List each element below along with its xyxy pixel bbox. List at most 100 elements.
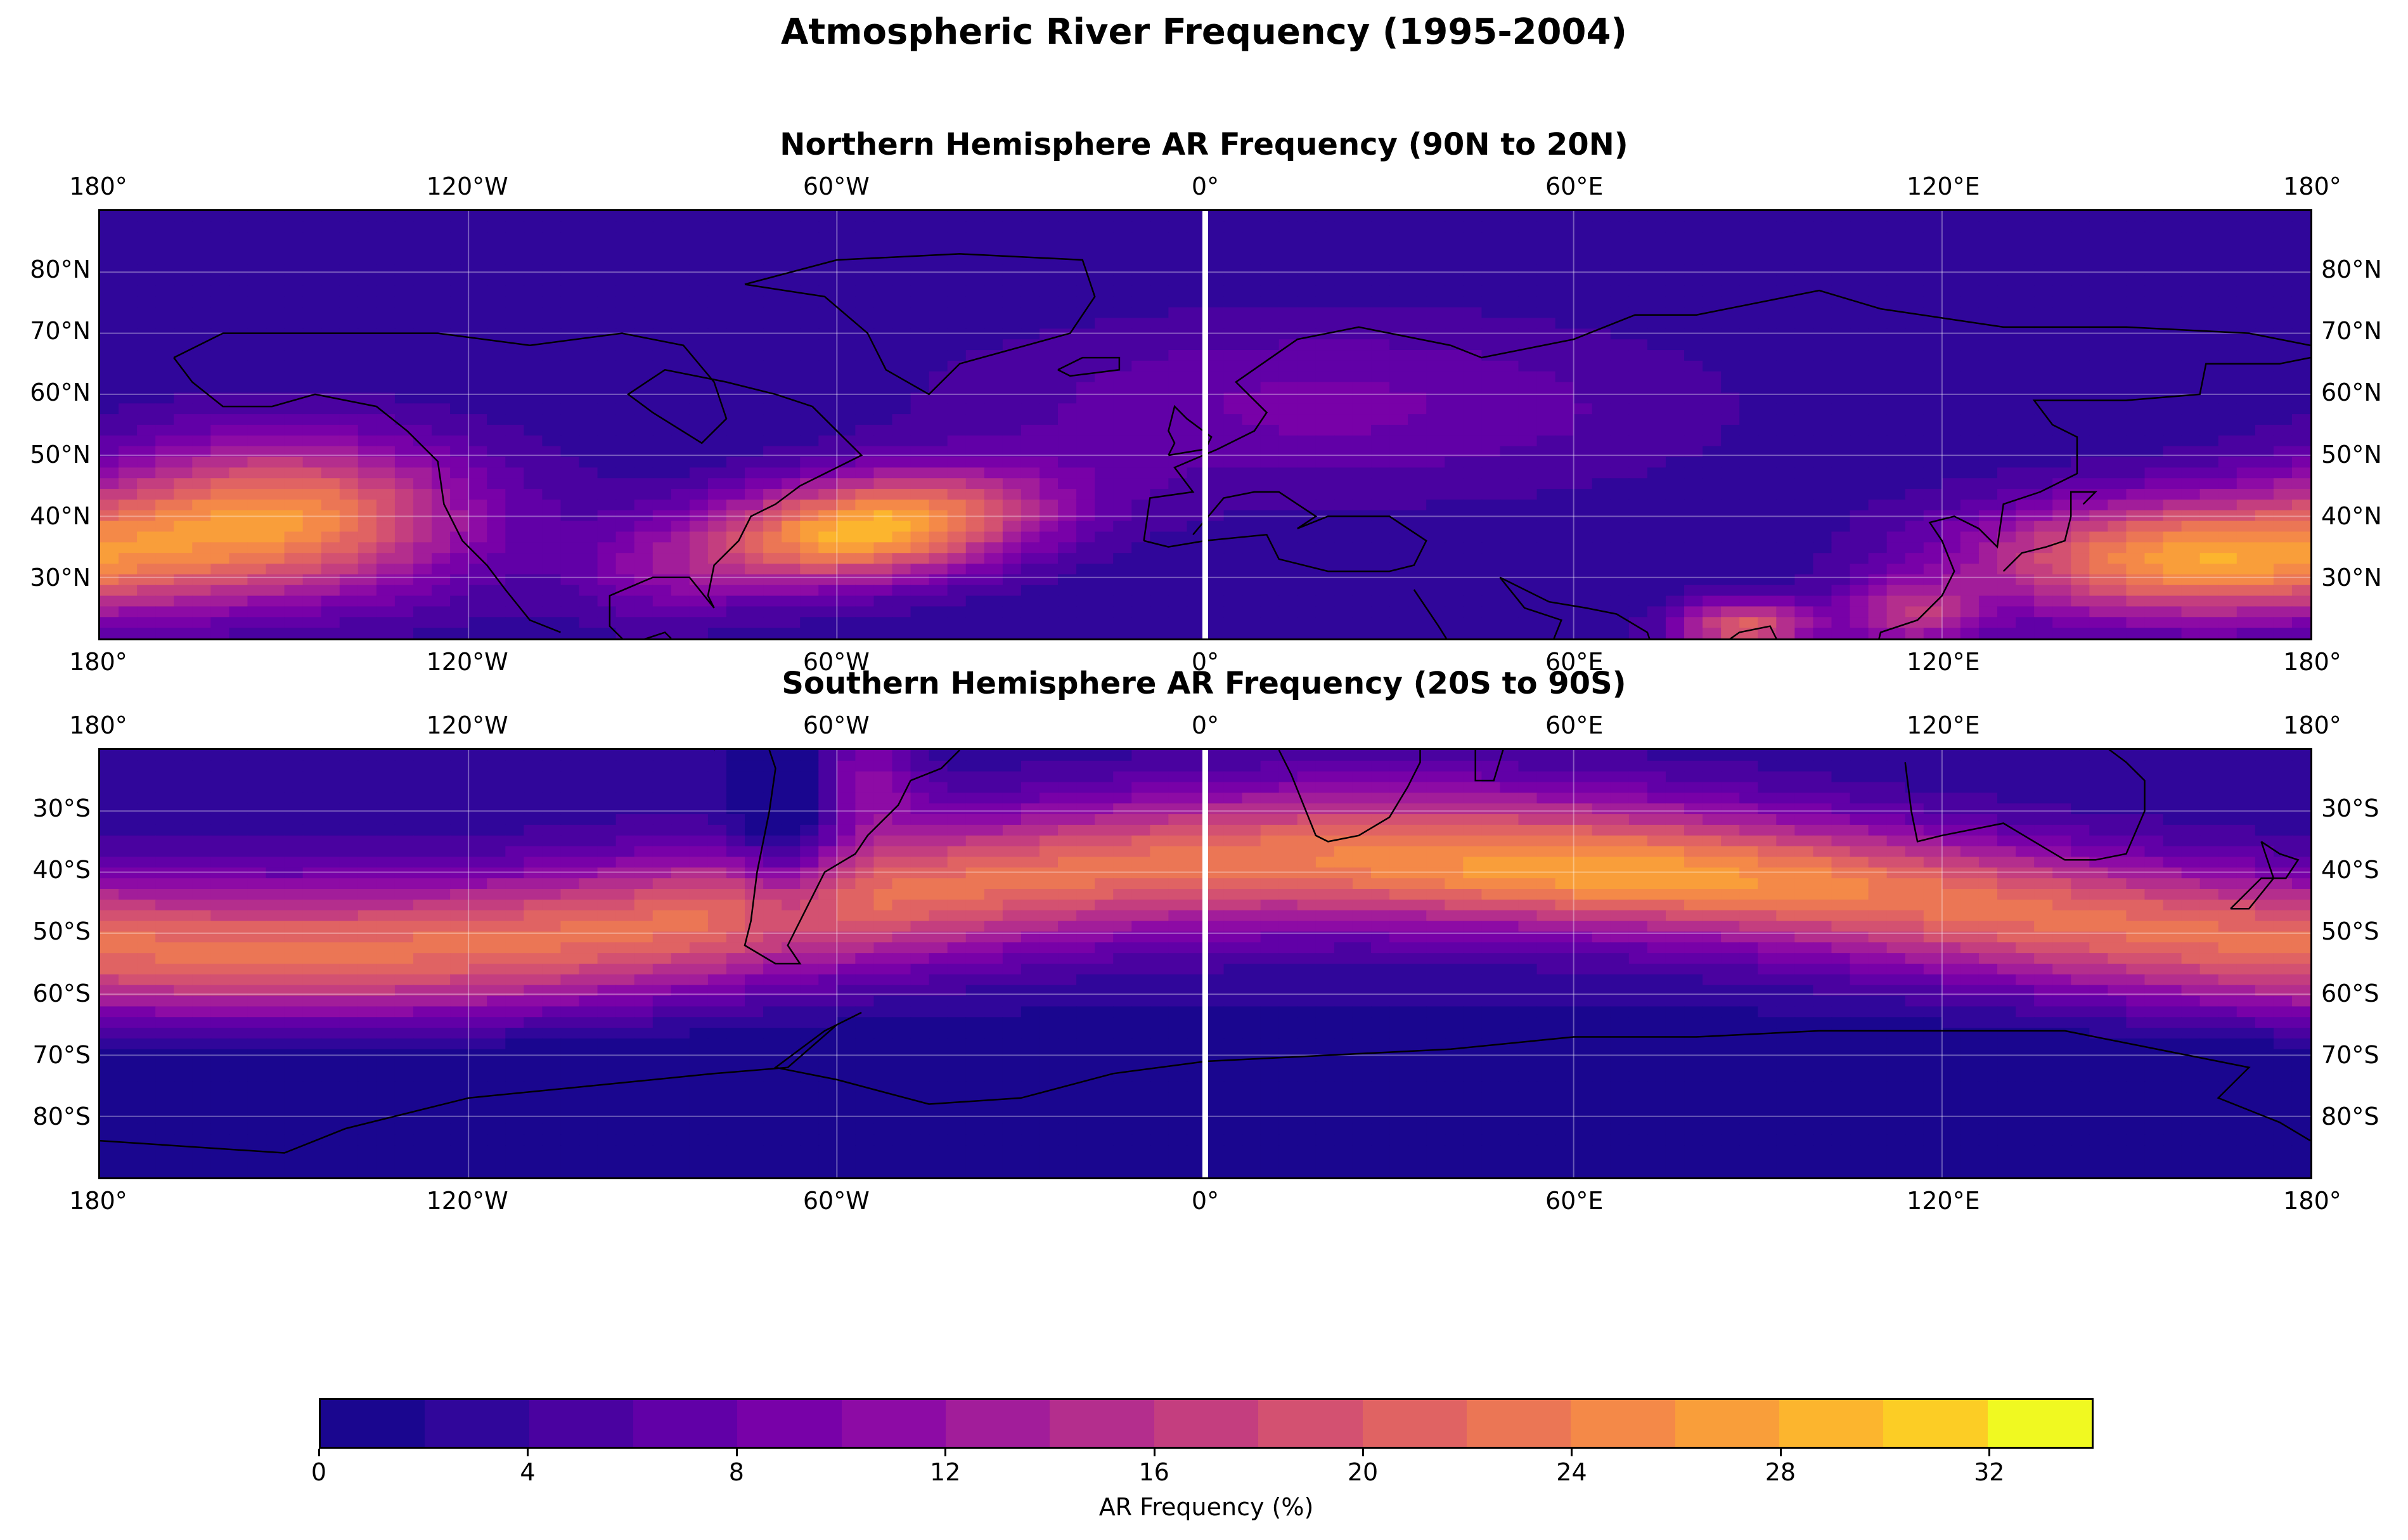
heatmap-cell <box>1223 275 1243 287</box>
heatmap-cell <box>1941 489 1961 500</box>
heatmap-cell <box>1113 328 1133 340</box>
heatmap-cell <box>266 371 285 383</box>
heatmap-cell <box>615 750 635 761</box>
heatmap-cell <box>2273 350 2293 361</box>
heatmap-cell <box>2291 542 2310 553</box>
heatmap-cell <box>1481 360 1501 372</box>
heatmap-cell <box>394 285 414 297</box>
heatmap-cell <box>1113 435 1133 447</box>
heatmap-cell <box>634 585 654 597</box>
heatmap-cell <box>855 750 875 761</box>
heatmap-cell <box>947 264 967 276</box>
heatmap-cell <box>1445 221 1464 233</box>
heatmap-cell <box>1739 606 1759 618</box>
heatmap-cell <box>1095 489 1114 500</box>
heatmap-cell <box>1850 499 1869 511</box>
heatmap-cell <box>837 564 856 575</box>
heatmap-cell <box>2052 275 2072 287</box>
heatmap-cell <box>1868 478 1888 489</box>
heatmap-cell <box>1721 275 1740 287</box>
heatmap-cell <box>229 531 248 543</box>
heatmap-cell <box>1352 392 1372 404</box>
heatmap-cell <box>450 392 469 404</box>
heatmap-cell <box>1113 478 1133 489</box>
heatmap-cell <box>2163 243 2182 255</box>
heatmap-cell <box>2236 510 2256 522</box>
heatmap-cell <box>1131 243 1151 255</box>
heatmap-cell <box>450 328 469 340</box>
heatmap-cell <box>1315 456 1335 469</box>
heatmap-cell <box>1481 243 1501 255</box>
heatmap-cell <box>2181 318 2201 330</box>
lon-tick-bottom: 60°E <box>1545 1187 1604 1215</box>
heatmap-cell <box>1831 414 1851 425</box>
heatmap-cell <box>2218 585 2237 597</box>
heatmap-cell <box>1850 595 1869 607</box>
heatmap-cell <box>560 531 580 543</box>
heatmap-cell <box>1278 296 1298 308</box>
heatmap-cell <box>1628 510 1648 522</box>
heatmap-cell <box>1389 221 1408 233</box>
heatmap-cell <box>1776 574 1796 586</box>
heatmap-cell <box>652 275 672 287</box>
heatmap-cell <box>1665 339 1685 351</box>
heatmap-cell <box>119 628 138 638</box>
lat-tick-right: 80°S <box>2321 1102 2379 1130</box>
heatmap-cell <box>302 307 322 319</box>
heatmap-cell <box>1481 478 1501 489</box>
heatmap-cell <box>247 467 267 479</box>
lat-tick-left: 70°N <box>30 317 91 346</box>
heatmap-cell <box>155 628 175 638</box>
heatmap-cell <box>1278 425 1298 436</box>
heatmap-cell <box>357 307 377 319</box>
heatmap-cell <box>1039 628 1059 638</box>
heatmap-cell <box>1463 254 1483 266</box>
heatmap-cell <box>1997 211 2016 223</box>
heatmap-cell <box>1242 318 1261 330</box>
heatmap-cell <box>1536 254 1556 266</box>
heatmap-cell <box>910 339 930 351</box>
heatmap-cell <box>1978 414 1998 425</box>
heatmap-cell <box>671 510 690 522</box>
heatmap-cell <box>1721 564 1740 575</box>
heatmap-cell <box>2236 553 2256 564</box>
heatmap-cell <box>2181 275 2201 287</box>
heatmap-cell <box>524 350 543 361</box>
heatmap-cell <box>2071 585 2090 597</box>
heatmap-cell <box>2016 585 2035 597</box>
heatmap-cell <box>487 254 506 266</box>
heatmap-cell <box>1739 339 1759 351</box>
heatmap-cell <box>1205 628 1225 638</box>
heatmap-cell <box>174 553 193 564</box>
heatmap-cell <box>1813 392 1832 404</box>
heatmap-cell <box>1592 521 1611 533</box>
heatmap-cell <box>1813 414 1832 425</box>
heatmap-cell <box>2255 382 2274 394</box>
heatmap-cell <box>284 275 304 287</box>
heatmap-cell <box>2163 339 2182 351</box>
heatmap-cell <box>671 553 690 564</box>
heatmap-cell <box>947 489 967 500</box>
heatmap-cell <box>468 254 488 266</box>
heatmap-cell <box>2163 403 2182 415</box>
heatmap-cell <box>1150 296 1169 308</box>
heatmap-cell <box>1297 617 1317 628</box>
heatmap-cell <box>302 564 322 575</box>
heatmap-cell <box>726 617 745 628</box>
heatmap-cell <box>1684 382 1703 394</box>
heatmap-cell <box>1445 531 1464 543</box>
heatmap-cell <box>1886 542 1906 553</box>
heatmap-cell <box>1058 531 1077 543</box>
heatmap-cell <box>155 553 175 564</box>
heatmap-cell <box>597 521 617 533</box>
heatmap-cell <box>487 232 506 244</box>
heatmap-cell <box>2291 425 2310 436</box>
heatmap-cell <box>266 285 285 297</box>
heatmap-cell <box>1776 456 1796 469</box>
heatmap-cell <box>524 243 543 255</box>
heatmap-cell <box>1941 574 1961 586</box>
heatmap-cell <box>1223 521 1243 533</box>
heatmap-cell <box>652 296 672 308</box>
heatmap-cell <box>763 510 782 522</box>
heatmap-cell <box>505 606 525 618</box>
